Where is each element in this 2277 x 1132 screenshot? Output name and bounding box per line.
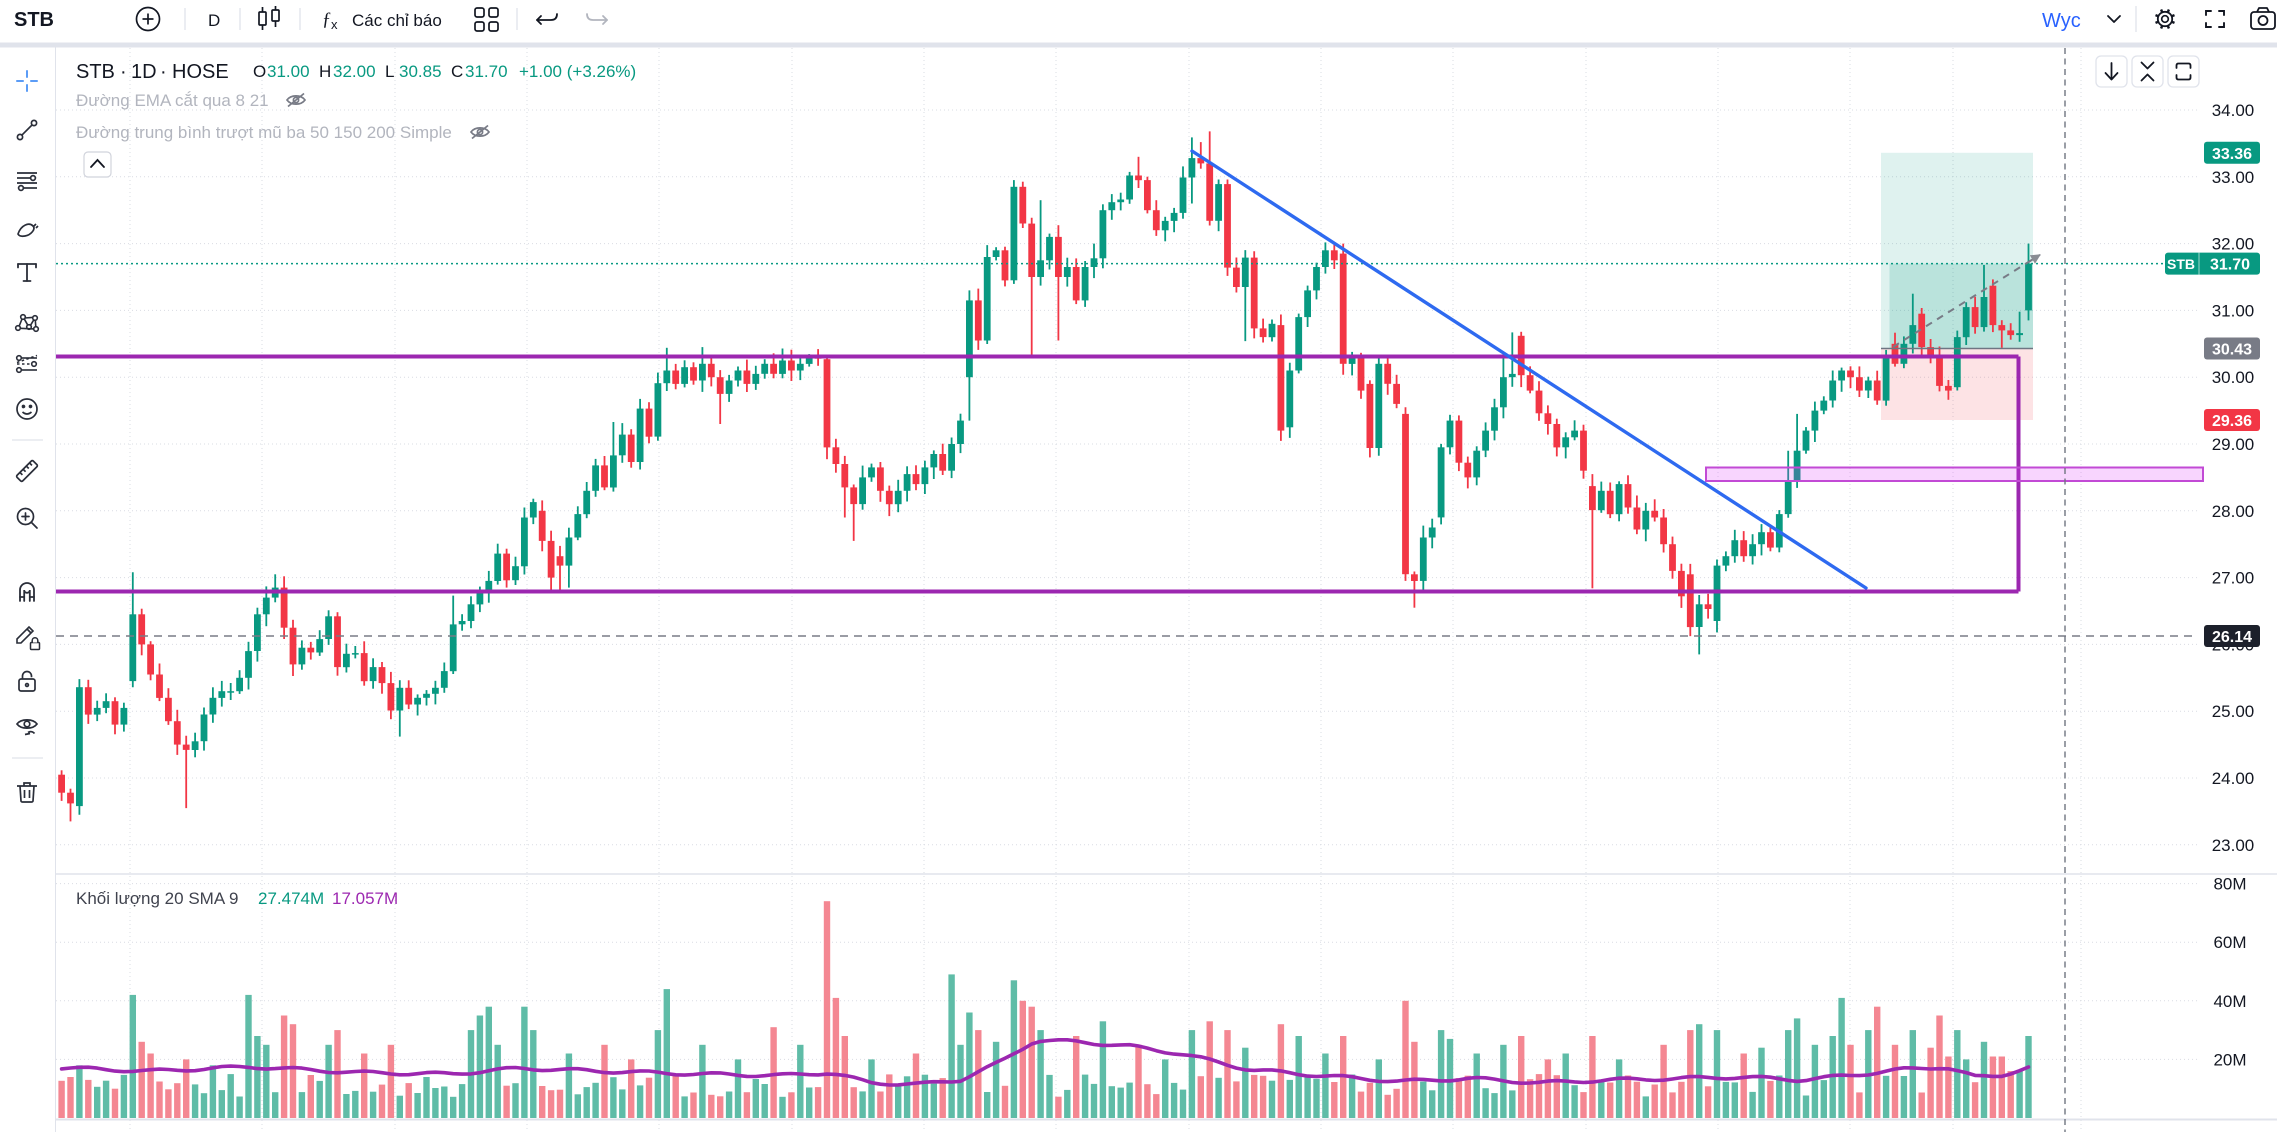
svg-text:+1.00 (+3.26%): +1.00 (+3.26%) [519,62,636,81]
svg-text:x: x [331,17,338,32]
svg-text:17.057M: 17.057M [332,889,398,908]
svg-text:·: · [160,61,167,83]
svg-text:C: C [451,62,463,81]
svg-text:H: H [319,62,331,81]
svg-text:STB: STB [14,9,54,31]
svg-text:·: · [120,61,127,83]
svg-text:O: O [253,62,266,81]
svg-text:30.00: 30.00 [2212,368,2255,387]
svg-text:30.85: 30.85 [399,62,442,81]
svg-text:Đường trung bình trượt mũ ba 5: Đường trung bình trượt mũ ba 50 150 200 … [76,123,452,142]
svg-text:33.00: 33.00 [2212,168,2255,187]
svg-text:25.00: 25.00 [2212,702,2255,721]
svg-text:40M: 40M [2213,992,2246,1011]
svg-text:ƒ: ƒ [322,9,332,30]
svg-text:28.00: 28.00 [2212,502,2255,521]
svg-text:31.00: 31.00 [267,62,310,81]
svg-text:Wyc: Wyc [2042,10,2081,32]
svg-text:30.43: 30.43 [2212,342,2252,359]
svg-text:29.36: 29.36 [2212,413,2252,430]
svg-text:L: L [385,62,394,81]
svg-text:Các chỉ báo: Các chỉ báo [352,11,442,30]
svg-text:STB: STB [2167,256,2195,272]
svg-text:HOSE: HOSE [172,61,229,83]
svg-text:29.00: 29.00 [2212,435,2255,454]
svg-text:Khối lượng 20 SMA 9: Khối lượng 20 SMA 9 [76,889,238,908]
svg-text:32.00: 32.00 [2212,235,2255,254]
svg-text:32.00: 32.00 [333,62,376,81]
svg-text:34.00: 34.00 [2212,101,2255,120]
svg-text:26.14: 26.14 [2212,629,2252,646]
svg-text:31.70: 31.70 [2210,257,2250,274]
svg-text:27.00: 27.00 [2212,569,2255,588]
svg-text:80M: 80M [2213,875,2246,894]
svg-text:1D: 1D [131,61,157,83]
svg-text:STB: STB [76,61,115,83]
svg-text:D: D [208,11,220,30]
svg-text:31.70: 31.70 [465,62,508,81]
svg-text:31.00: 31.00 [2212,301,2255,320]
svg-text:27.474M: 27.474M [258,889,324,908]
svg-text:24.00: 24.00 [2212,769,2255,788]
svg-text:20M: 20M [2213,1050,2246,1069]
svg-text:Đường EMA cắt qua 8 21: Đường EMA cắt qua 8 21 [76,91,269,110]
svg-text:33.36: 33.36 [2212,146,2252,163]
svg-text:60M: 60M [2213,933,2246,952]
svg-text:23.00: 23.00 [2212,836,2255,855]
